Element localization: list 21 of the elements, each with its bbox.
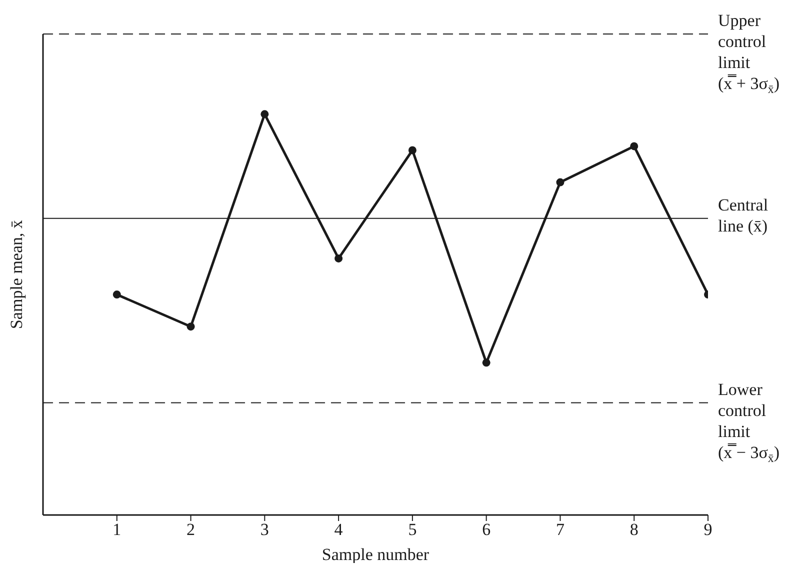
point xyxy=(260,110,269,118)
x-tick-label: 6 xyxy=(482,520,491,540)
x-tick-label: 2 xyxy=(186,520,196,540)
point xyxy=(408,146,416,154)
x-tick-label: 4 xyxy=(334,520,344,540)
x-tick-label: 1 xyxy=(112,520,122,540)
point xyxy=(556,178,564,186)
ref-line-label: Lower control limit (x̿ − 3σ$_{x̄}$) xyxy=(718,380,780,464)
y-axis-title: Sample mean, x̄ xyxy=(7,219,26,330)
x-tick-label: 8 xyxy=(630,520,638,540)
x-tick-label: 5 xyxy=(408,520,417,540)
point xyxy=(334,254,343,262)
ref-line-label: Central line (x̄) xyxy=(718,195,768,236)
x-tick-label: 7 xyxy=(556,520,565,540)
point xyxy=(186,322,195,331)
x-tick-label: 9 xyxy=(704,520,712,540)
ref-line-label: Upper control limit (x̿ + 3σ$_{x̄}$) xyxy=(718,11,780,96)
point xyxy=(482,358,490,367)
point xyxy=(630,142,638,150)
point xyxy=(112,290,121,299)
x-tick-label: 3 xyxy=(260,520,269,540)
